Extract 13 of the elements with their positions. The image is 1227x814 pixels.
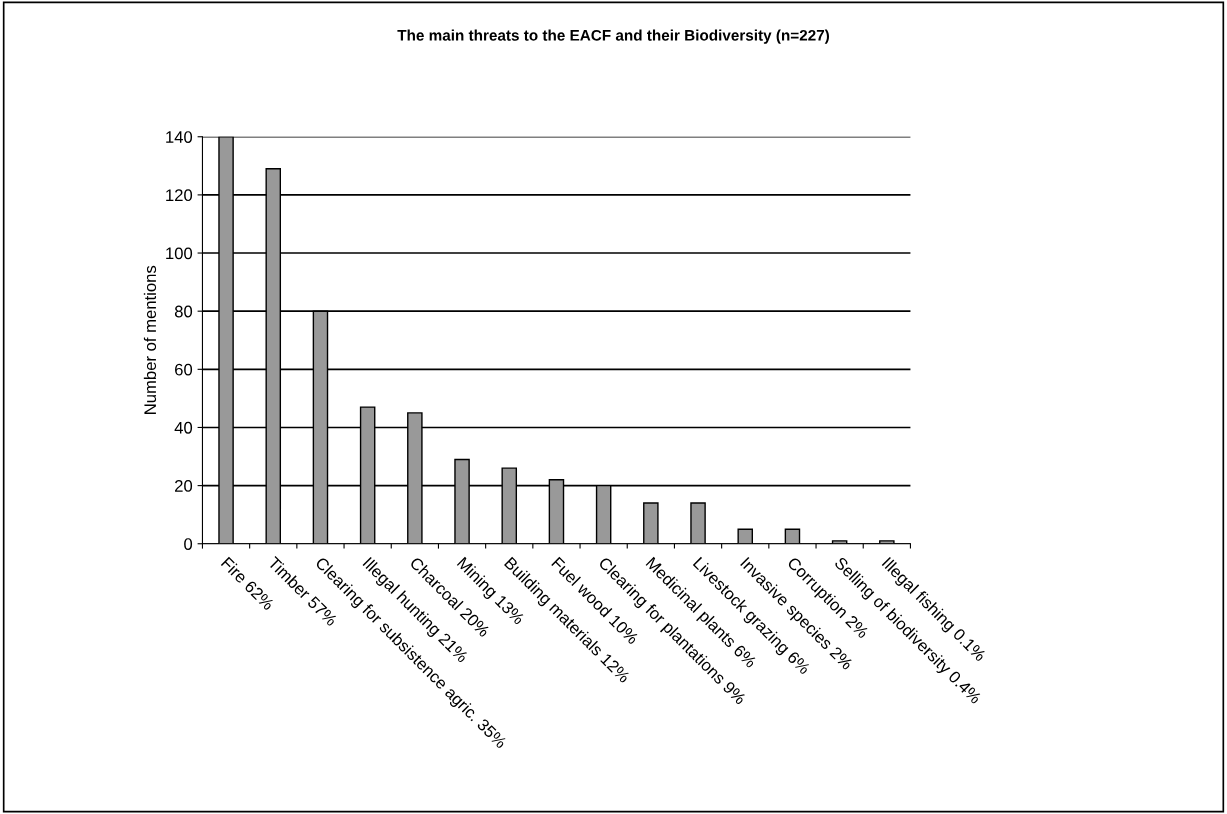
y-tick-label: 100 <box>166 247 193 260</box>
y-tick-label: 40 <box>174 421 193 434</box>
y-tick-label: 80 <box>174 305 193 318</box>
y-tick-label: 60 <box>175 363 193 376</box>
y-tick-label: 140 <box>166 131 193 143</box>
bar <box>690 502 706 544</box>
y-tick-label: 20 <box>175 480 193 492</box>
chart-title: The main threats to the EACF and their Biodiversity (n=227) <box>397 29 830 44</box>
bar <box>643 502 659 544</box>
y-tick-label: 120 <box>166 189 193 202</box>
y-tick-label: 0 <box>184 538 193 550</box>
y-axis-title: Number of mentions <box>143 265 157 414</box>
bar <box>737 528 754 544</box>
